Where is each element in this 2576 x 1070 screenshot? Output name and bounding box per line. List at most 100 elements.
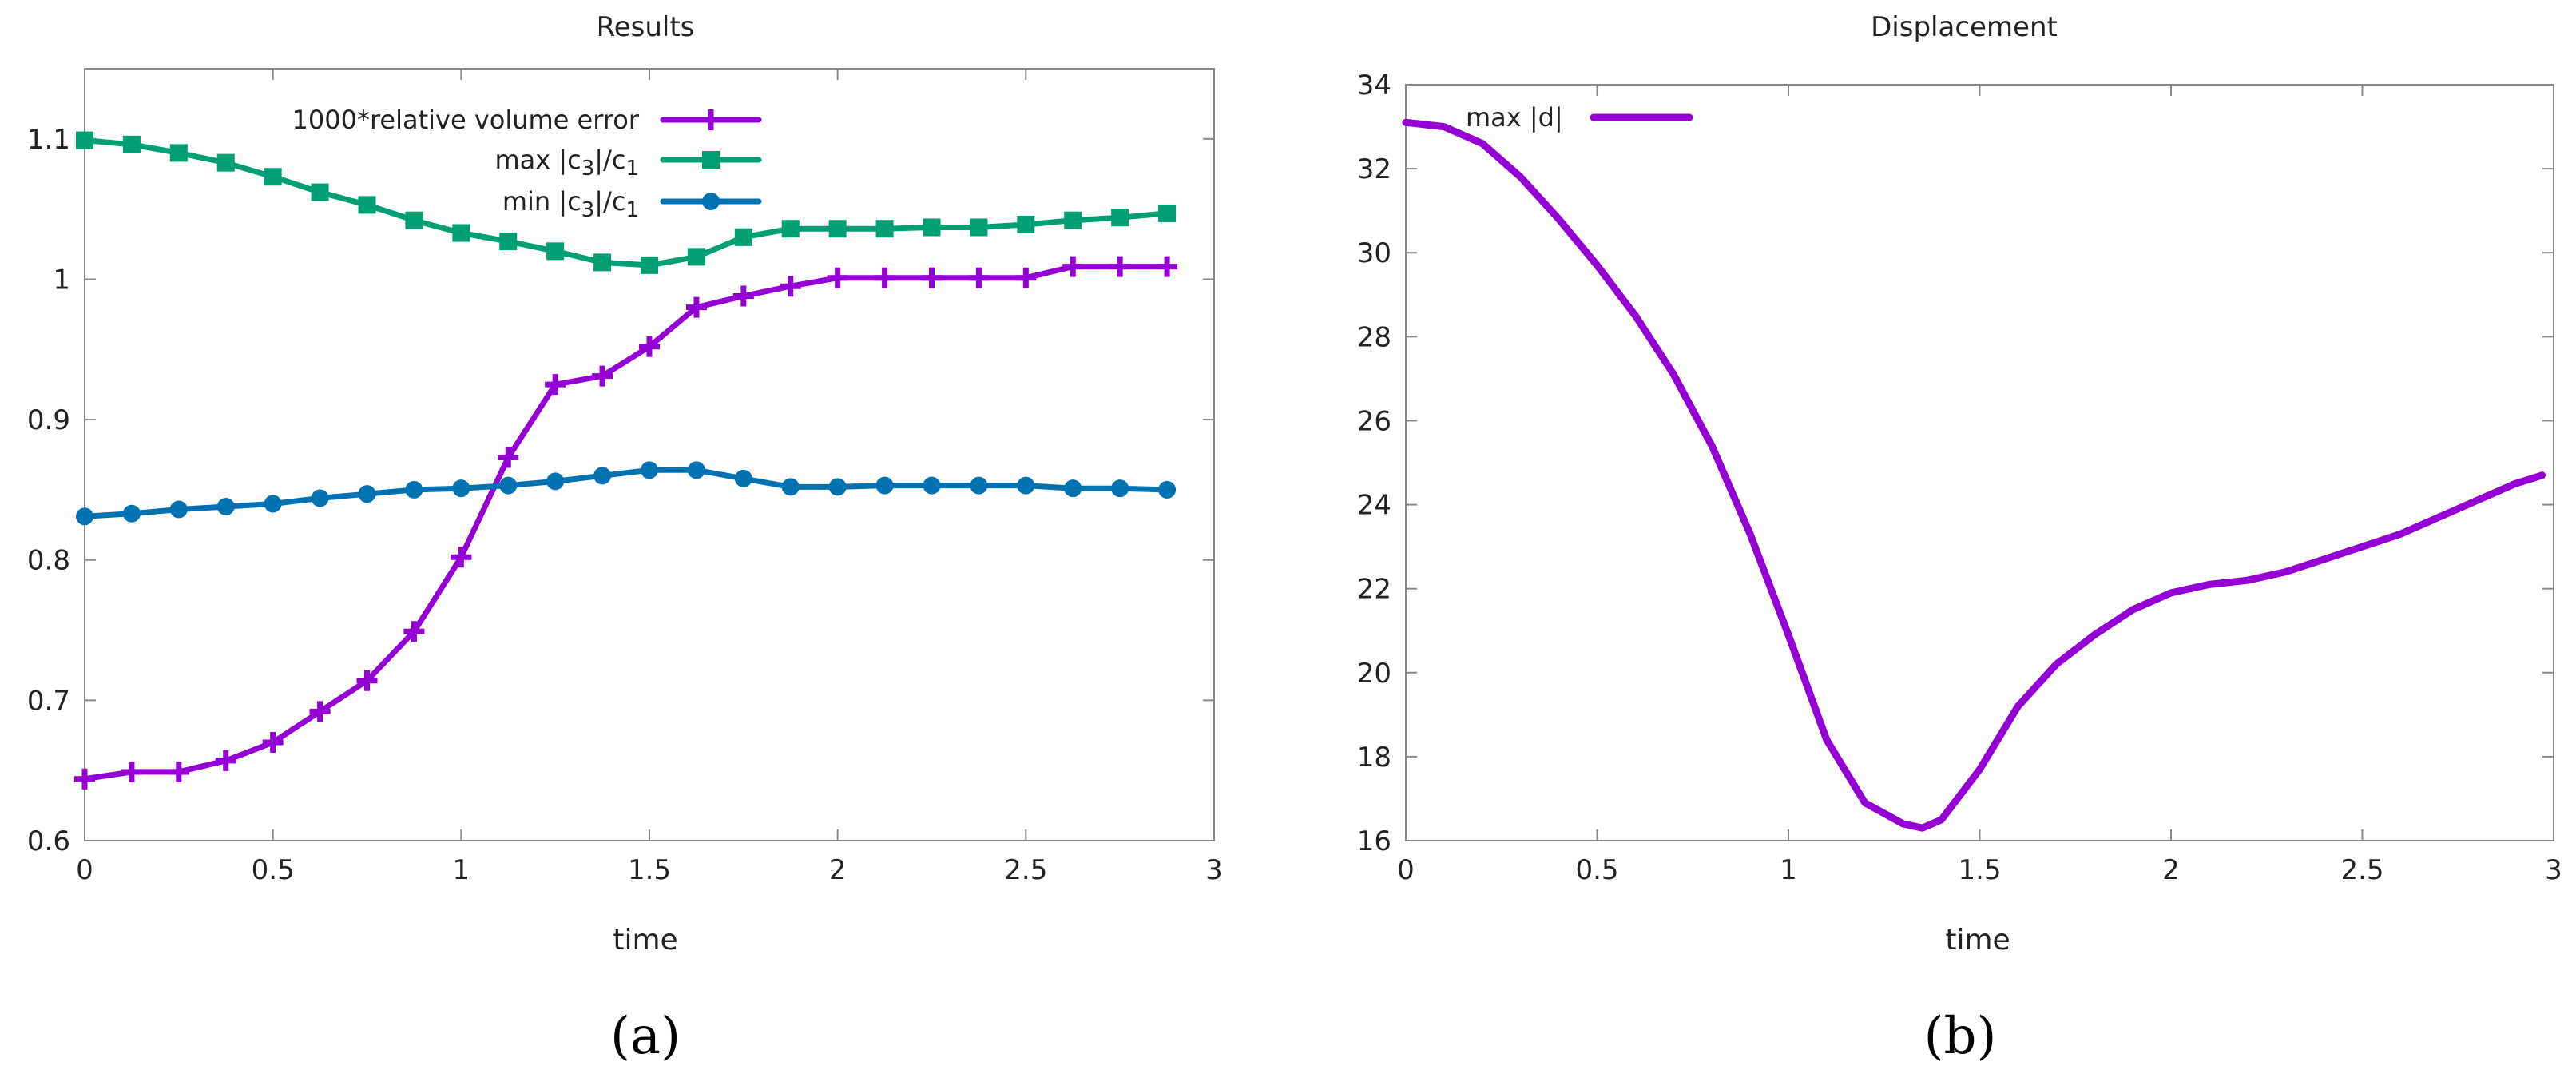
data-point [74,768,95,790]
data-point [545,374,566,396]
y-tick-label: 16 [1357,825,1391,857]
data-point [641,461,658,479]
y-tick-label: 0.7 [27,685,70,717]
legend-label-2: max |c3|/c1 [494,145,639,181]
x-tick-label: 1 [1780,854,1797,886]
legend-label-1: max |d| [1466,102,1563,133]
y-tick-label: 26 [1357,405,1391,437]
data-point [264,495,282,513]
data-point [358,196,376,214]
data-point [262,732,284,754]
x-tick-label: 1 [453,854,470,886]
y-tick-label: 18 [1357,742,1391,774]
data-point [405,480,423,499]
data-point [970,218,988,237]
data-point [1015,267,1037,288]
data-point [546,472,565,491]
data-point [641,256,658,274]
y-tick-label: 1 [53,264,70,296]
data-point [923,218,941,237]
series-line-3 [81,467,1170,519]
data-point [358,485,376,503]
data-point [499,476,518,495]
data-point [687,461,705,479]
data-point [639,336,660,357]
data-point [828,220,847,238]
y-tick-label: 30 [1357,237,1391,269]
data-point [1109,256,1131,277]
data-point [732,285,754,307]
data-point [309,701,331,722]
legend-marker [702,193,720,210]
data-point [687,248,705,266]
chart-title-displacement: Displacement [1871,11,2058,43]
caption-b: (b) [1924,1007,1997,1066]
x-tick-label: 1.5 [1958,854,2001,886]
y-tick-label: 28 [1357,321,1391,353]
data-point [498,447,519,468]
data-point [1064,211,1082,229]
series-line-1 [81,264,1170,782]
data-point [734,228,752,246]
data-point [405,211,423,229]
data-point [781,478,800,496]
y-tick-label: 0.6 [27,825,70,857]
data-point [452,224,470,242]
x-tick-label: 1.5 [628,854,671,886]
data-point [1017,215,1035,233]
data-point [1158,480,1177,499]
data-point [592,365,613,387]
caption-a: (a) [610,1007,681,1066]
data-point [780,276,801,297]
x-tick-label: 2 [829,854,847,886]
data-point [1017,476,1035,495]
data-point [970,476,988,495]
x-tick-label: 0 [76,854,93,886]
x-tick-label: 2 [2162,854,2180,886]
chart-title-results: Results [597,11,695,43]
data-point [593,467,612,485]
x-tick-label: 2.5 [1004,854,1047,886]
data-point [169,500,188,519]
legend-label-3: min |c3|/c1 [502,186,639,222]
legend-marker [702,151,720,169]
data-point [1158,204,1177,222]
data-point [921,267,943,288]
data-point [781,220,800,238]
y-tick-label: 1.1 [27,124,70,156]
data-point [1111,479,1129,498]
data-point [311,489,329,507]
x-tick-label: 2.5 [2340,854,2383,886]
data-point [216,497,235,515]
data-point [356,670,378,691]
legend-marker [701,109,721,130]
data-point [122,504,141,523]
plot-frame-displacement [1405,84,2554,841]
x-tick-label: 0 [1397,854,1415,886]
data-point [121,761,142,782]
data-point [499,233,518,251]
data-point [1157,256,1178,277]
legend-results: 1000*relative volume error max |c3|/c1 min… [292,105,762,222]
data-point [734,469,752,487]
y-tick-label: 0.8 [27,545,70,577]
legend-displacement: max |d| [1466,102,1693,133]
data-point [827,267,848,288]
data-point [451,547,472,568]
panel-displacement: Displacement 0 0.5 1 1.5 2 2.5 3 16 18 20 22 24 26 28… [1357,11,2562,1066]
data-point [215,750,236,771]
data-point [875,476,894,495]
data-point [76,131,93,149]
data-point [685,296,707,318]
data-point [1064,479,1082,498]
y-tick-label: 0.9 [27,404,70,436]
data-point [311,183,329,201]
data-point [216,153,235,172]
y-tick-label: 24 [1357,490,1391,522]
data-point [76,507,93,526]
data-point [546,242,565,261]
y-tick-label: 20 [1357,658,1391,690]
data-point [169,144,188,162]
panel-results: Results 0 0.5 1 1.5 2 2.5 3 0.6 0.7 0.8 0.9 1 1.1 ti… [27,11,1223,1066]
